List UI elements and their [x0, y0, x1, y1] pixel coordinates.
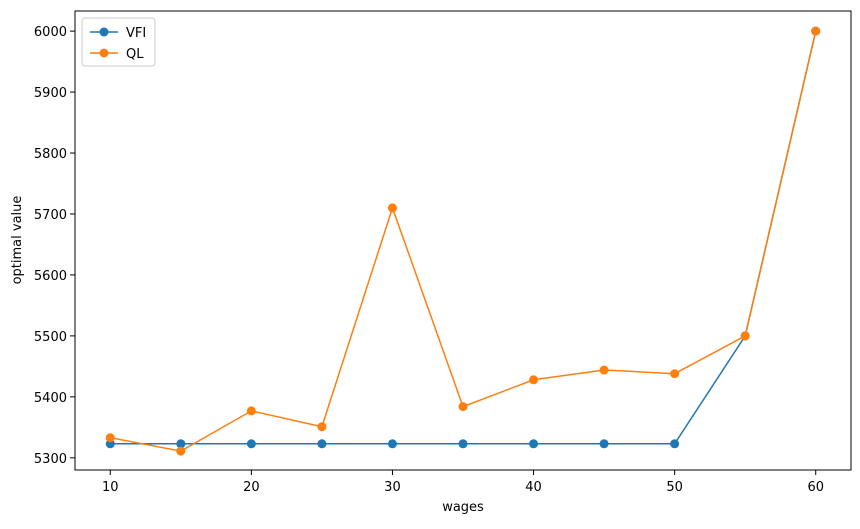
series-line [110, 30, 817, 452]
y-tick-label: 5600 [34, 269, 67, 284]
y-tick-label: 5400 [34, 391, 67, 406]
y-tick-label: 5900 [34, 86, 67, 101]
y-tick-label: 5700 [34, 208, 67, 223]
data-point [811, 26, 821, 36]
data-point [670, 369, 680, 379]
y-tick-label: 5500 [34, 330, 67, 345]
data-point [176, 439, 186, 449]
data-point [529, 375, 539, 385]
x-tick-label: 20 [243, 480, 260, 495]
data-point [176, 446, 186, 456]
y-tick-label: 6000 [34, 25, 67, 40]
series-line [110, 30, 817, 445]
data-point [317, 439, 327, 449]
data-point [105, 433, 115, 443]
data-point [246, 406, 256, 416]
legend-label: QL [126, 47, 144, 62]
x-tick-label: 40 [525, 480, 542, 495]
data-point [740, 331, 750, 341]
data-point [387, 439, 397, 449]
legend-label: VFI [126, 26, 146, 41]
legend-marker [99, 48, 109, 58]
y-tick-label: 5800 [34, 147, 67, 162]
data-point [599, 439, 609, 449]
y-axis-label: optimal value [10, 196, 25, 285]
x-tick-label: 10 [102, 480, 119, 495]
data-point [670, 439, 680, 449]
legend-marker [99, 27, 109, 37]
x-tick-label: 30 [384, 480, 401, 495]
data-point [458, 439, 468, 449]
y-tick-label: 5300 [34, 452, 67, 467]
x-tick-label: 50 [666, 480, 683, 495]
data-point [599, 365, 609, 375]
plot-frame [74, 10, 852, 471]
x-tick-label: 60 [807, 480, 824, 495]
data-point [458, 402, 468, 412]
x-axis-label: wages [442, 500, 484, 515]
data-point [387, 203, 397, 213]
data-point [246, 439, 256, 449]
data-point [529, 439, 539, 449]
data-point [317, 422, 327, 432]
